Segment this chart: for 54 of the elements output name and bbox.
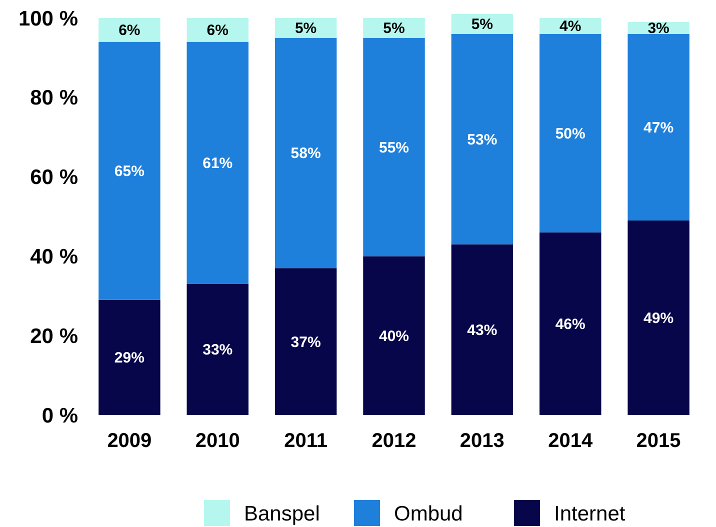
y-tick-label: 80 %	[30, 86, 78, 110]
data-label: 47%	[644, 119, 674, 136]
bar	[98, 18, 160, 42]
y-tick-label: 60 %	[30, 166, 78, 190]
data-label: 5%	[471, 16, 494, 34]
bar	[363, 256, 425, 415]
x-tick-label: 2010	[195, 430, 240, 452]
data-label: 55%	[378, 139, 410, 156]
bar	[540, 34, 602, 232]
data-label: 5%	[383, 20, 405, 38]
data-label: 43%	[467, 322, 498, 339]
data-label: 37%	[290, 334, 321, 351]
bar	[186, 42, 248, 284]
data-label: 61%	[202, 155, 233, 172]
legend-label: Internet	[554, 502, 626, 526]
data-label: 6%	[206, 22, 228, 40]
bar	[451, 34, 514, 244]
x-tick-label: 2011	[284, 430, 328, 452]
bar	[274, 268, 337, 415]
bar	[628, 220, 690, 415]
legend-label: Banspel	[244, 502, 320, 526]
data-label: 49%	[644, 310, 674, 327]
data-label: 33%	[202, 342, 233, 359]
data-label: 65%	[114, 163, 144, 180]
data-label: 50%	[555, 125, 586, 142]
bar	[274, 38, 337, 268]
x-tick-label: 2015	[636, 430, 681, 452]
data-label: 53%	[467, 131, 498, 148]
bar	[628, 34, 690, 220]
y-tick-label: 0 %	[42, 404, 78, 428]
y-tick-label: 20 %	[30, 324, 78, 348]
legend-label: Ombud	[394, 502, 463, 526]
bar	[186, 18, 248, 42]
bar	[540, 232, 602, 415]
bar	[451, 244, 514, 415]
bar	[98, 300, 160, 415]
bar	[363, 38, 425, 256]
x-tick-label: 2013	[460, 430, 504, 452]
x-tick-label: 2014	[548, 430, 594, 452]
bar	[98, 42, 160, 300]
y-tick-label: 40 %	[30, 246, 78, 269]
x-tick-label: 2012	[372, 430, 416, 452]
x-tick-label: 2009	[107, 430, 152, 452]
bar	[363, 18, 425, 38]
data-label: 40%	[378, 328, 410, 345]
data-label: 3%	[648, 20, 670, 38]
data-label: 6%	[118, 22, 140, 40]
data-label: 46%	[555, 316, 586, 333]
bar	[186, 284, 248, 415]
data-label: 4%	[560, 18, 582, 36]
data-label: 29%	[114, 350, 144, 367]
data-label: 58%	[290, 145, 321, 162]
y-tick-label: 100 %	[18, 7, 78, 30]
data-label: 5%	[294, 20, 317, 38]
